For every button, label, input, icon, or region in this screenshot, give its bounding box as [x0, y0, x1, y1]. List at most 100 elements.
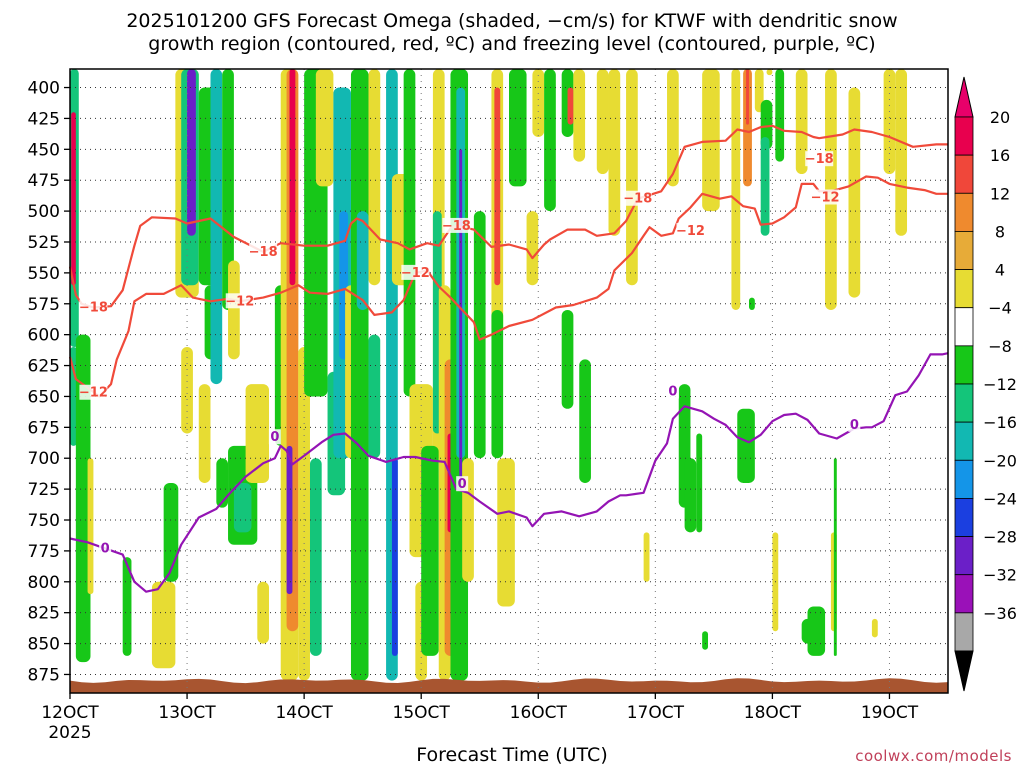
contour-label-1-2: −12 — [401, 266, 430, 281]
omega-cell-4 — [87, 458, 94, 595]
y-tick-label-850: 850 — [28, 635, 60, 655]
omega-cell-31 — [315, 69, 334, 187]
contour-label-2-0: 0 — [101, 541, 110, 556]
contour-label-bg-2-1 — [268, 429, 281, 445]
colorbar-label-7: −12 — [983, 375, 1017, 394]
contour-label-1-1: −12 — [225, 294, 254, 309]
credit-link[interactable]: coolwx.com/models — [855, 747, 1012, 765]
y-tick-label-875: 875 — [28, 665, 60, 685]
omega-cell-71 — [608, 69, 621, 236]
omega-cell-56 — [473, 211, 486, 459]
contour-label-2-3: 0 — [668, 385, 677, 400]
contour-label-1-4: −12 — [811, 191, 840, 206]
contour-label-bg-1-4 — [811, 189, 840, 205]
contour-label-bg-0-2 — [442, 217, 471, 233]
omega-cell-11 — [181, 347, 193, 434]
colorbar-label-6: −8 — [988, 337, 1012, 356]
colorbar-swatch-8 — [954, 421, 974, 461]
omega-cell-97 — [848, 87, 861, 298]
colorbar-swatch-13 — [954, 612, 974, 652]
omega-cell-5 — [122, 557, 132, 656]
contour-label-2-2: 0 — [458, 477, 467, 492]
contour-label-bg-2-3 — [666, 383, 679, 399]
chart-title-line1: 2025101200 GFS Forecast Omega (shaded, −… — [126, 10, 898, 32]
omega-cell-79 — [702, 631, 709, 650]
contour-line-1 — [68, 175, 948, 398]
contour-line-0 — [68, 124, 948, 309]
contour-label-bg-2-0 — [99, 540, 112, 556]
omega-cell-6 — [151, 581, 176, 669]
omega-cell-94 — [825, 69, 837, 310]
colorbar: 20 16 12 8 4 −4 −8 −12 −16 −20 −24 −28 −32 −36 — [954, 76, 1017, 692]
contour-label-bg-1-2 — [401, 264, 430, 280]
omega-cell-17 — [216, 458, 229, 508]
axes-layer: 400 425 450 475 500 525 550 575 600 625 650 675 700 7… — [28, 68, 949, 743]
omega-shading-layer — [70, 69, 908, 681]
omega-cell-36 — [350, 69, 369, 681]
colorbar-top-arrow — [954, 76, 974, 118]
colorbar-label-11: −28 — [983, 528, 1017, 547]
x-tick-label-14OCT: 14OCT — [275, 703, 333, 723]
omega-cell-81 — [737, 408, 755, 483]
contour-label-0-4: −18 — [805, 152, 834, 167]
plot-frame — [69, 68, 949, 694]
y-tick-label-475: 475 — [28, 171, 60, 191]
omega-cell-30 — [309, 458, 322, 656]
omega-cell-69 — [579, 359, 591, 483]
omega-cell-84 — [754, 69, 764, 113]
omega-cell-73 — [643, 532, 650, 582]
colorbar-swatch-12 — [954, 574, 974, 614]
omega-cell-1 — [70, 347, 78, 446]
colorbar-swatch-9 — [954, 459, 974, 499]
x-tick-label-16OCT: 16OCT — [510, 703, 568, 723]
omega-cell-18 — [228, 260, 240, 360]
contour-label-bg-2-4 — [848, 416, 861, 432]
x-tick-sublabel: 2025 — [48, 723, 91, 743]
omega-cell-66 — [567, 87, 574, 125]
y-tick-label-775: 775 — [28, 542, 60, 562]
contour-label-0-3: −18 — [623, 192, 652, 207]
contour-label-bg-2-2 — [456, 476, 469, 492]
colorbar-swatch-3 — [954, 231, 974, 270]
contour-label-1-3: −12 — [676, 224, 705, 239]
omega-cell-7 — [163, 482, 179, 582]
omega-cell-88 — [766, 69, 773, 76]
omega-cell-60 — [497, 458, 515, 607]
omega-cell-98 — [871, 618, 878, 638]
contour-label-2-1: 0 — [270, 430, 279, 445]
omega-cell-13 — [198, 384, 211, 483]
grid-layer — [70, 69, 948, 693]
omega-cell-85 — [760, 99, 773, 150]
colorbar-label-9: −20 — [983, 451, 1017, 470]
colorbar-label-4: 4 — [995, 261, 1005, 280]
omega-cell-70 — [596, 69, 609, 175]
omega-cell-83 — [746, 69, 749, 125]
omega-cell-76 — [684, 458, 697, 533]
omega-cell-41 — [391, 458, 398, 656]
omega-cell-89 — [775, 69, 785, 162]
omega-cell-67 — [561, 309, 574, 409]
omega-cell-74 — [667, 69, 679, 187]
contour-label-bg-0-3 — [623, 190, 652, 206]
omega-cell-100 — [895, 69, 908, 236]
colorbar-bottom-arrow — [954, 650, 974, 692]
omega-cell-62 — [526, 211, 539, 286]
omega-cell-10 — [187, 69, 196, 236]
colorbar-swatch-4 — [954, 269, 974, 309]
omega-cell-61 — [509, 69, 527, 187]
colorbar-swatch-5 — [954, 307, 974, 347]
omega-cell-77 — [696, 433, 703, 533]
x-axis-label: Forecast Time (UTC) — [416, 744, 608, 766]
chart-title-line2: growth region (contoured, red, ºC) and f… — [148, 33, 876, 55]
y-tick-label-750: 750 — [28, 511, 60, 531]
x-tick-label-12OCT: 12OCT — [41, 703, 99, 723]
colorbar-swatch-11 — [954, 536, 974, 576]
omega-cell-3 — [75, 334, 91, 663]
y-tick-label-425: 425 — [28, 109, 60, 129]
colorbar-label-5: −4 — [988, 299, 1012, 318]
y-tick-label-525: 525 — [28, 233, 60, 253]
omega-cell-68 — [573, 69, 586, 162]
colorbar-label-2: 12 — [990, 184, 1010, 203]
omega-cell-82 — [743, 69, 752, 187]
y-tick-label-500: 500 — [28, 202, 60, 222]
